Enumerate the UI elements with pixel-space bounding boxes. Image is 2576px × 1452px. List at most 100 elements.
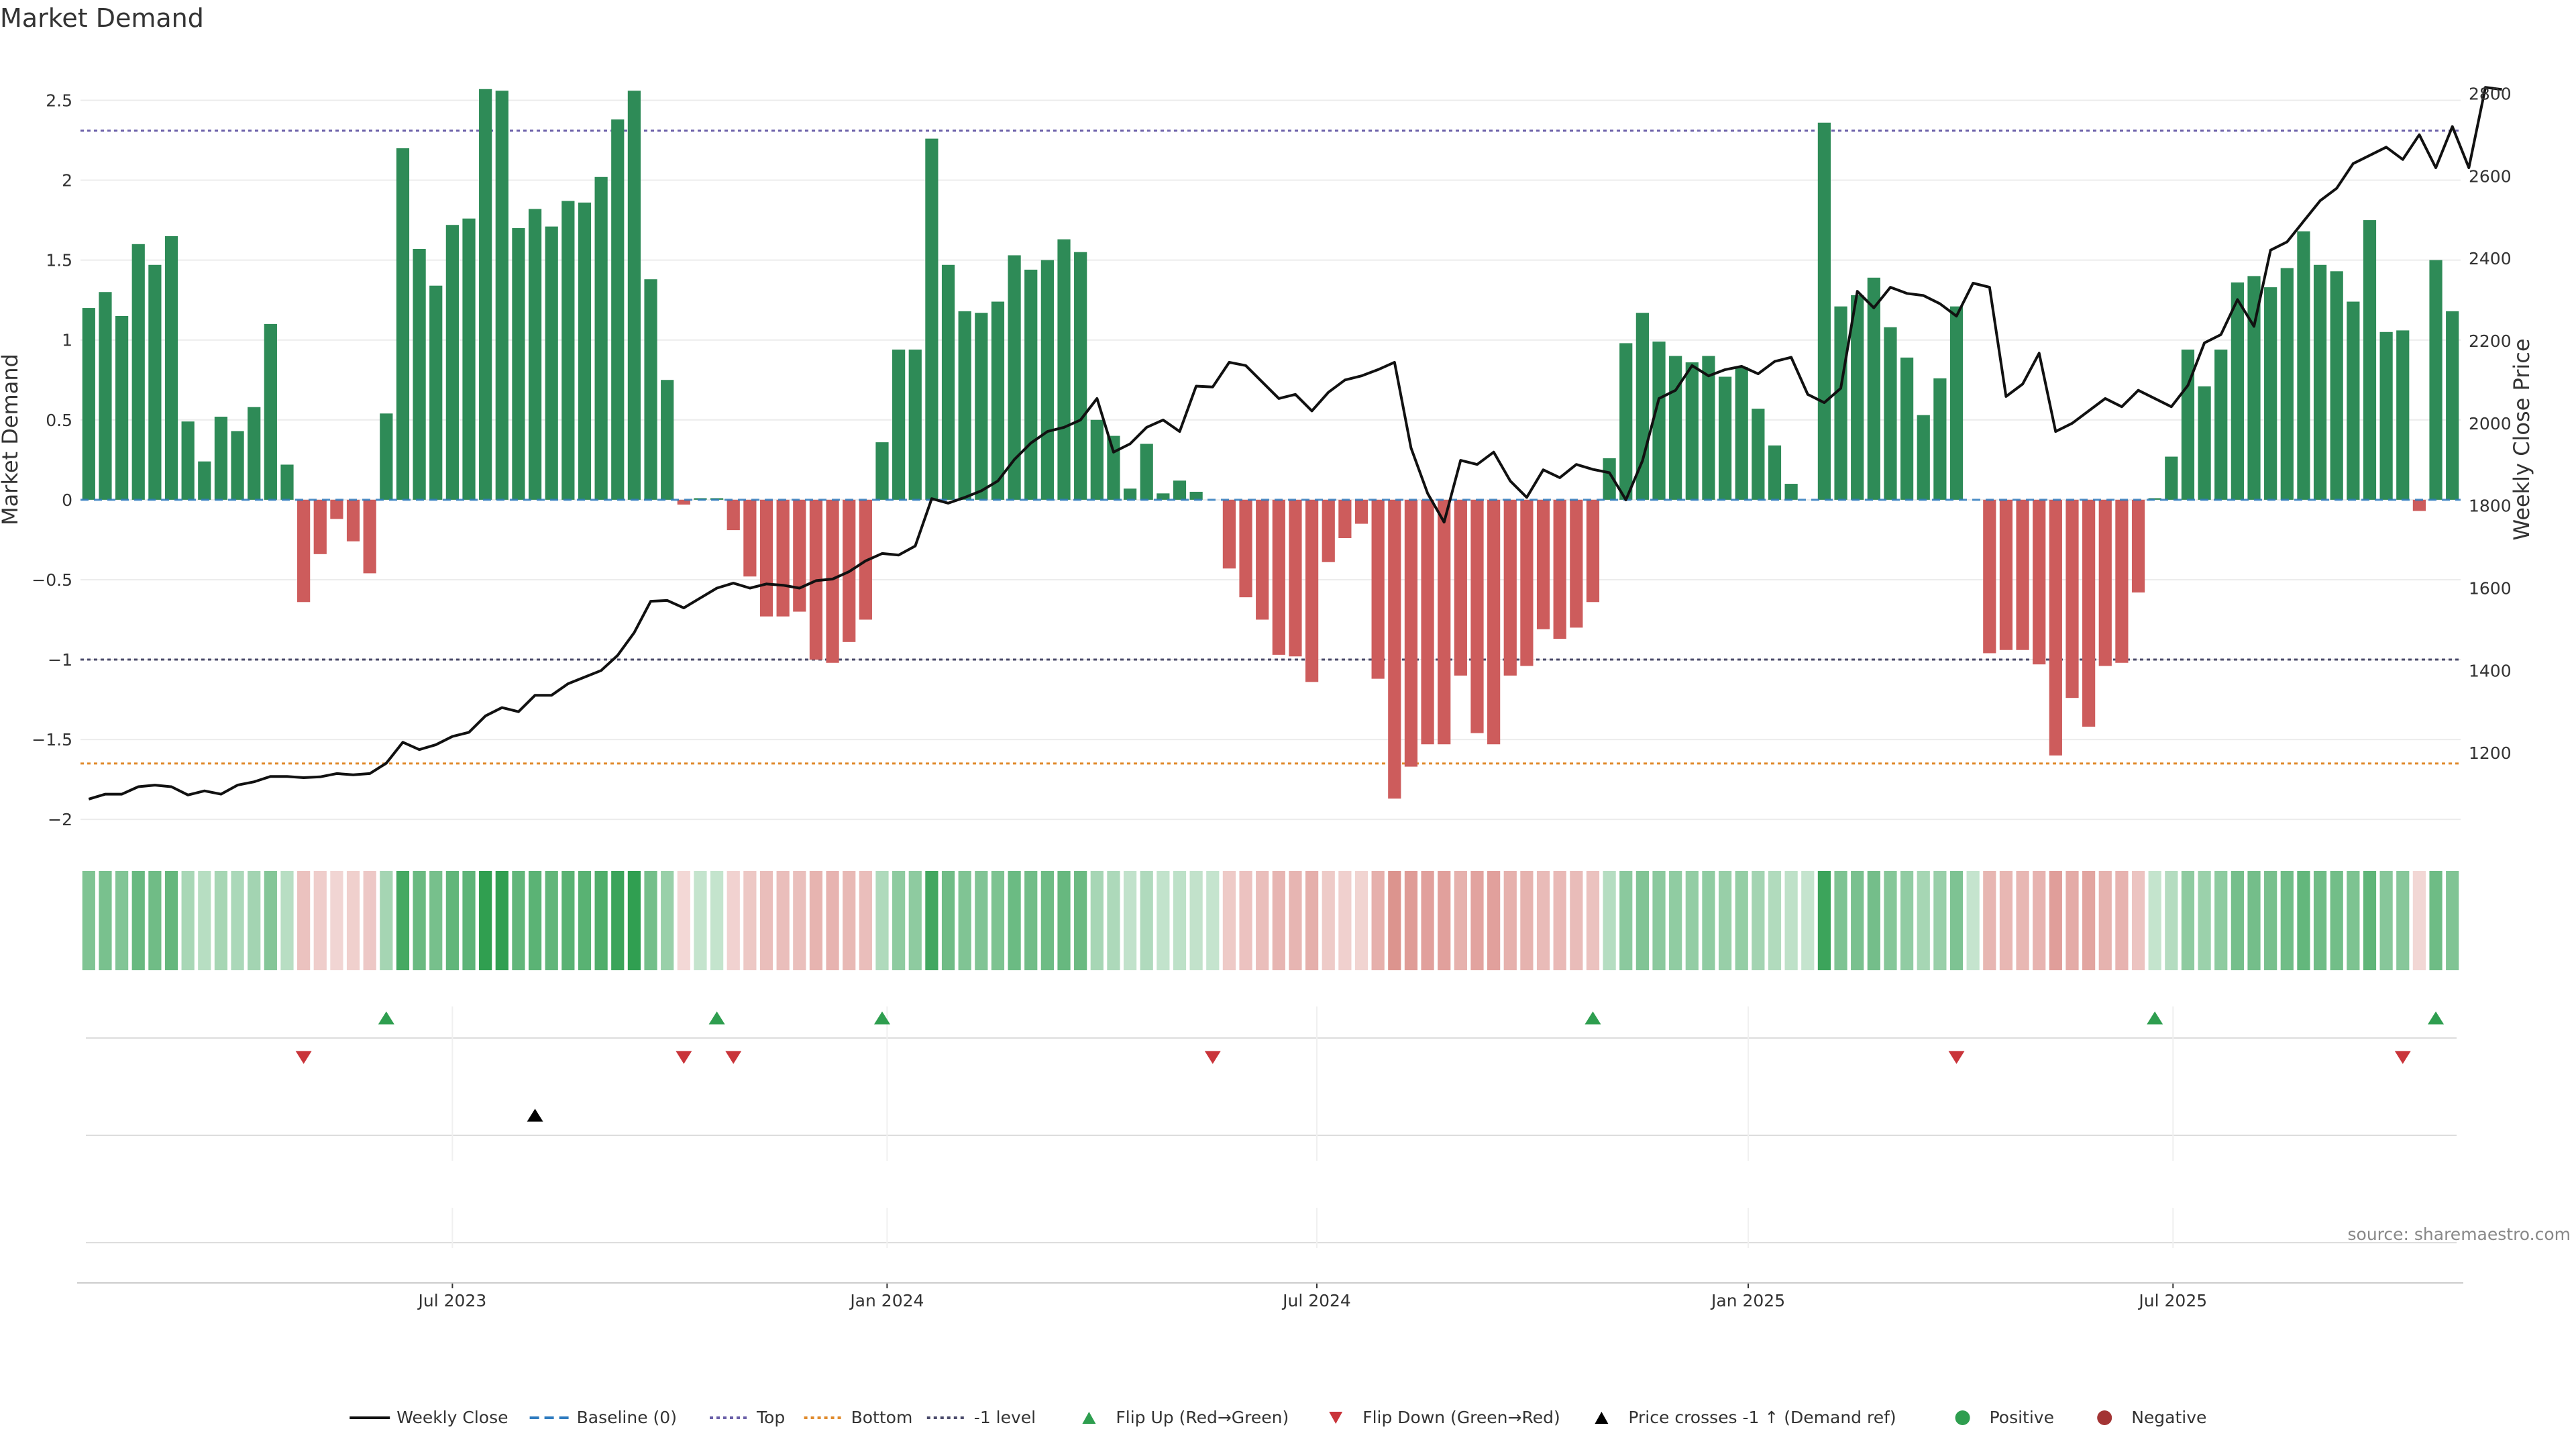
heat-cell xyxy=(1884,871,1897,970)
price-cross-marker xyxy=(527,1108,543,1122)
demand-bar xyxy=(1983,499,1996,654)
heat-cell xyxy=(1057,871,1071,970)
heat-cell xyxy=(826,871,839,970)
flip-down-marker xyxy=(1204,1051,1221,1064)
heat-cell xyxy=(115,871,129,970)
heat-cell xyxy=(2033,871,2046,970)
demand-bar xyxy=(1933,378,1947,500)
weekly-close-line xyxy=(88,86,2502,800)
heat-cell xyxy=(1074,871,1087,970)
y-tick-label: −1.5 xyxy=(32,730,72,749)
demand-bar xyxy=(330,499,343,519)
left-axis: 2.5 2 1.5 1 0.5 0 −0.5 −1 −1.5 −2 xyxy=(32,91,72,829)
demand-bar xyxy=(743,499,757,577)
heat-cell xyxy=(1222,871,1236,970)
demand-bar xyxy=(1586,499,1600,603)
heat-cell xyxy=(1189,871,1203,970)
demand-bar xyxy=(445,225,459,500)
heat-cell xyxy=(2264,871,2277,970)
flip-down-marker xyxy=(725,1051,742,1064)
flip-down-marker xyxy=(2394,1051,2411,1064)
demand-bar xyxy=(2264,287,2277,500)
heat-cell xyxy=(908,871,922,970)
demand-bar xyxy=(1851,295,1864,500)
demand-bar xyxy=(1834,306,1847,500)
heat-cell xyxy=(2198,871,2211,970)
demand-bar xyxy=(1289,499,1302,657)
heat-cell xyxy=(1702,871,1715,970)
chart-title: Market Demand xyxy=(0,3,204,33)
demand-bar xyxy=(1503,499,1517,676)
legend-label: Weekly Close xyxy=(396,1408,508,1427)
y-tick-label: −2 xyxy=(48,810,72,829)
heat-cell xyxy=(1503,871,1517,970)
legend-entry: Weekly Close xyxy=(350,1408,508,1427)
demand-bar xyxy=(1057,239,1071,500)
heat-cell xyxy=(1338,871,1352,970)
demand-bar xyxy=(2198,386,2211,500)
y2-tick-label: 2400 xyxy=(2469,249,2512,268)
heat-cell xyxy=(2396,871,2410,970)
y-tick-label: −1 xyxy=(48,650,72,670)
heat-cell xyxy=(363,871,376,970)
demand-bar xyxy=(1024,269,1038,500)
heat-cell xyxy=(99,871,112,970)
heat-cell xyxy=(1040,871,1054,970)
heat-cell xyxy=(214,871,228,970)
demand-bar xyxy=(1239,499,1252,598)
legend-entry: Price crosses -1 ↑ (Demand ref) xyxy=(1595,1408,1896,1427)
demand-bar xyxy=(164,236,178,500)
y2-tick-label: 2600 xyxy=(2469,166,2512,186)
demand-bar xyxy=(396,148,410,500)
demand-bar xyxy=(594,176,608,500)
demand-bar xyxy=(1752,409,1765,500)
demand-bar xyxy=(2214,349,2228,500)
y-tick-label: 2.5 xyxy=(46,91,72,110)
flip-up-marker xyxy=(708,1011,725,1025)
heat-cell xyxy=(2347,871,2360,970)
heat-cell xyxy=(710,871,724,970)
demand-bar xyxy=(380,413,393,500)
heat-cell xyxy=(2065,871,2079,970)
demand-bar xyxy=(1008,255,1021,500)
heat-cell xyxy=(462,871,476,970)
heat-cell xyxy=(297,871,311,970)
demand-bar xyxy=(1735,367,1748,500)
demand-bar xyxy=(2131,499,2145,592)
demand-bar xyxy=(82,308,95,500)
demand-bar xyxy=(1157,493,1170,500)
demand-bar xyxy=(346,499,360,541)
demand-bar xyxy=(2280,268,2294,500)
heat-cell xyxy=(131,871,145,970)
demand-bar xyxy=(875,442,889,500)
heat-cell xyxy=(1140,871,1153,970)
demand-bar xyxy=(1470,499,1484,733)
demand-bar xyxy=(677,499,690,505)
demand-bar xyxy=(1454,499,1467,676)
demand-bar xyxy=(2446,311,2459,500)
legend-label: Negative xyxy=(2131,1408,2206,1427)
flip-up-marker xyxy=(2428,1011,2445,1025)
demand-bar xyxy=(280,464,294,500)
demand-bar xyxy=(2429,260,2443,500)
demand-bar xyxy=(198,461,211,500)
heat-cell xyxy=(1652,871,1666,970)
legend-swatch-circle xyxy=(2097,1410,2112,1425)
heat-cell xyxy=(2181,871,2195,970)
heat-cell xyxy=(578,871,592,970)
heat-cell xyxy=(627,871,641,970)
demand-bar xyxy=(1685,362,1699,500)
heat-cell xyxy=(1867,871,1880,970)
demand-bar xyxy=(2297,231,2310,500)
heat-cell xyxy=(859,871,872,970)
demand-bar xyxy=(1999,499,2013,650)
heat-cell xyxy=(1239,871,1252,970)
heat-cell xyxy=(1520,871,1534,970)
demand-bar xyxy=(1867,277,1880,500)
demand-bar xyxy=(1718,376,1732,500)
demand-bar xyxy=(231,431,244,500)
heat-cell xyxy=(594,871,608,970)
demand-bar xyxy=(644,279,657,500)
demand-bar xyxy=(528,209,542,500)
